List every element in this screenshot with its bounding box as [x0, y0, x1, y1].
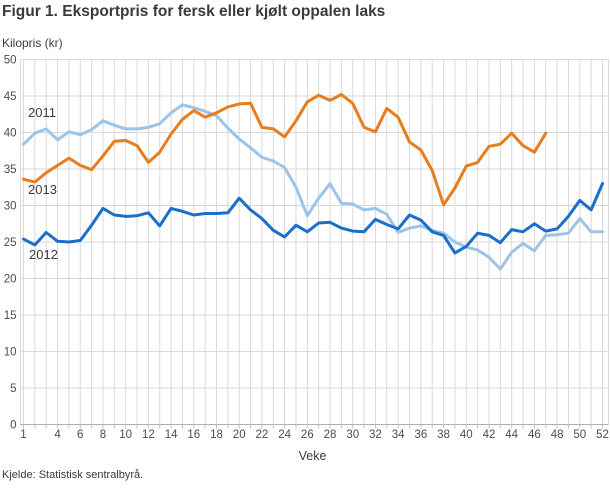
series-line-2012 [22, 182, 604, 255]
y-tick-label: 5 [10, 383, 16, 395]
x-tick-label: 32 [369, 429, 382, 441]
y-tick-label: 30 [4, 201, 17, 213]
x-tick-label: 34 [392, 429, 405, 441]
x-tick-label: 48 [551, 429, 564, 441]
x-tick-label: 42 [483, 429, 496, 441]
x-tick-label: 6 [77, 429, 83, 441]
x-tick-label: 52 [596, 429, 609, 441]
y-axis-title: Kilopris (kr) [2, 36, 63, 50]
y-tick-label: 20 [4, 274, 17, 286]
y-tick-label: 0 [10, 420, 16, 432]
series-line-2013 [22, 93, 548, 207]
x-tick-label: 16 [187, 429, 200, 441]
series-line-2011 [22, 103, 604, 271]
x-tick-label: 18 [210, 429, 223, 441]
x-tick-label: 44 [505, 429, 518, 441]
x-tick-label: 10 [119, 429, 132, 441]
series-label-2012: 2012 [29, 247, 58, 262]
x-tick-label: 46 [528, 429, 541, 441]
x-tick-label: 26 [301, 429, 314, 441]
x-tick-label: 30 [346, 429, 359, 441]
y-tick-label: 40 [4, 128, 17, 140]
chart-title: Figur 1. Eksportpris for fersk eller kjø… [2, 3, 386, 20]
y-tick-label: 15 [4, 310, 17, 322]
x-tick-label: 20 [233, 429, 246, 441]
source-note: Kjelde: Statistisk sentralbyrå. [2, 469, 144, 481]
x-tick-label: 12 [142, 429, 155, 441]
x-axis-title: Veke [298, 449, 327, 463]
x-tick-label: 4 [54, 429, 61, 441]
series-label-2013: 2013 [28, 182, 57, 197]
x-tick-label: 22 [256, 429, 269, 441]
series-label-2011: 2011 [28, 105, 56, 120]
x-tick-label: 38 [437, 429, 450, 441]
x-tick-label: 24 [278, 429, 291, 441]
x-tick-label: 1 [20, 429, 26, 441]
y-tick-label: 50 [4, 55, 17, 67]
y-tick-label: 10 [4, 347, 17, 359]
x-tick-label: 28 [324, 429, 337, 441]
x-tick-label: 8 [100, 429, 106, 441]
y-tick-label: 45 [4, 91, 17, 103]
x-tick-label: 40 [460, 429, 473, 441]
y-tick-label: 35 [4, 164, 17, 176]
x-tick-label: 50 [573, 429, 586, 441]
x-tick-label: 36 [414, 429, 427, 441]
y-tick-label: 25 [4, 237, 17, 249]
x-tick-label: 14 [165, 429, 178, 441]
